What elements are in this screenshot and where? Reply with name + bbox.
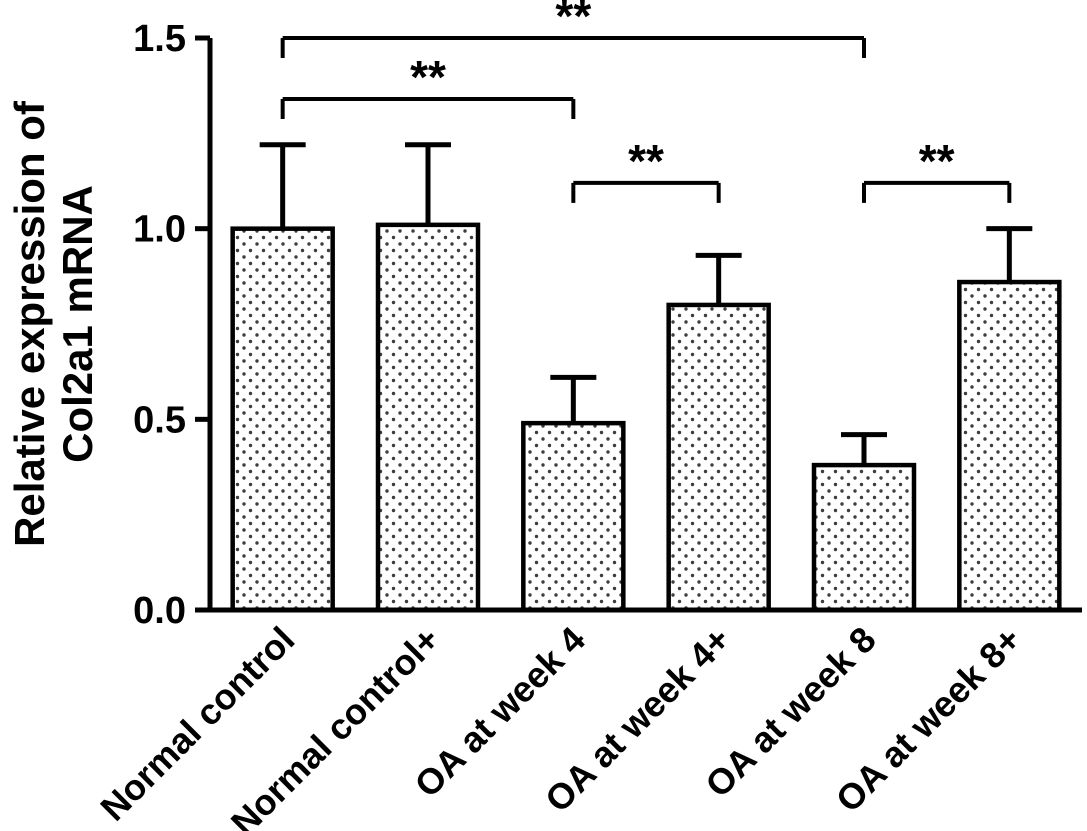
sig-label-2: **: [628, 135, 664, 187]
y-axis-title-line1: Relative expression of: [6, 100, 53, 547]
y-tick-label: 1.5: [133, 18, 186, 60]
bar-oa-at-week-4: [521, 420, 626, 613]
sig-label-3: **: [919, 135, 955, 187]
bar-oa-at-week-4: [666, 302, 771, 613]
sig-label-0: **: [555, 0, 591, 42]
y-tick-label: 0.5: [133, 399, 186, 441]
y-axis-title-line2: Col2a1 mRNA: [54, 185, 101, 463]
bar-normal-control: [375, 222, 481, 613]
bar-oa-at-week-8: [811, 462, 917, 613]
bars-group: [230, 222, 1062, 613]
significance-group: ** ** ** **: [280, 0, 1012, 203]
bar-oa-at-week-8: [957, 279, 1062, 613]
y-tick-label: 0.0: [133, 590, 186, 632]
y-tick-label: 1.0: [133, 209, 186, 251]
error-bars-group: [259, 142, 1033, 467]
sig-label-1: **: [410, 51, 446, 103]
bar-normal-control: [230, 226, 335, 613]
